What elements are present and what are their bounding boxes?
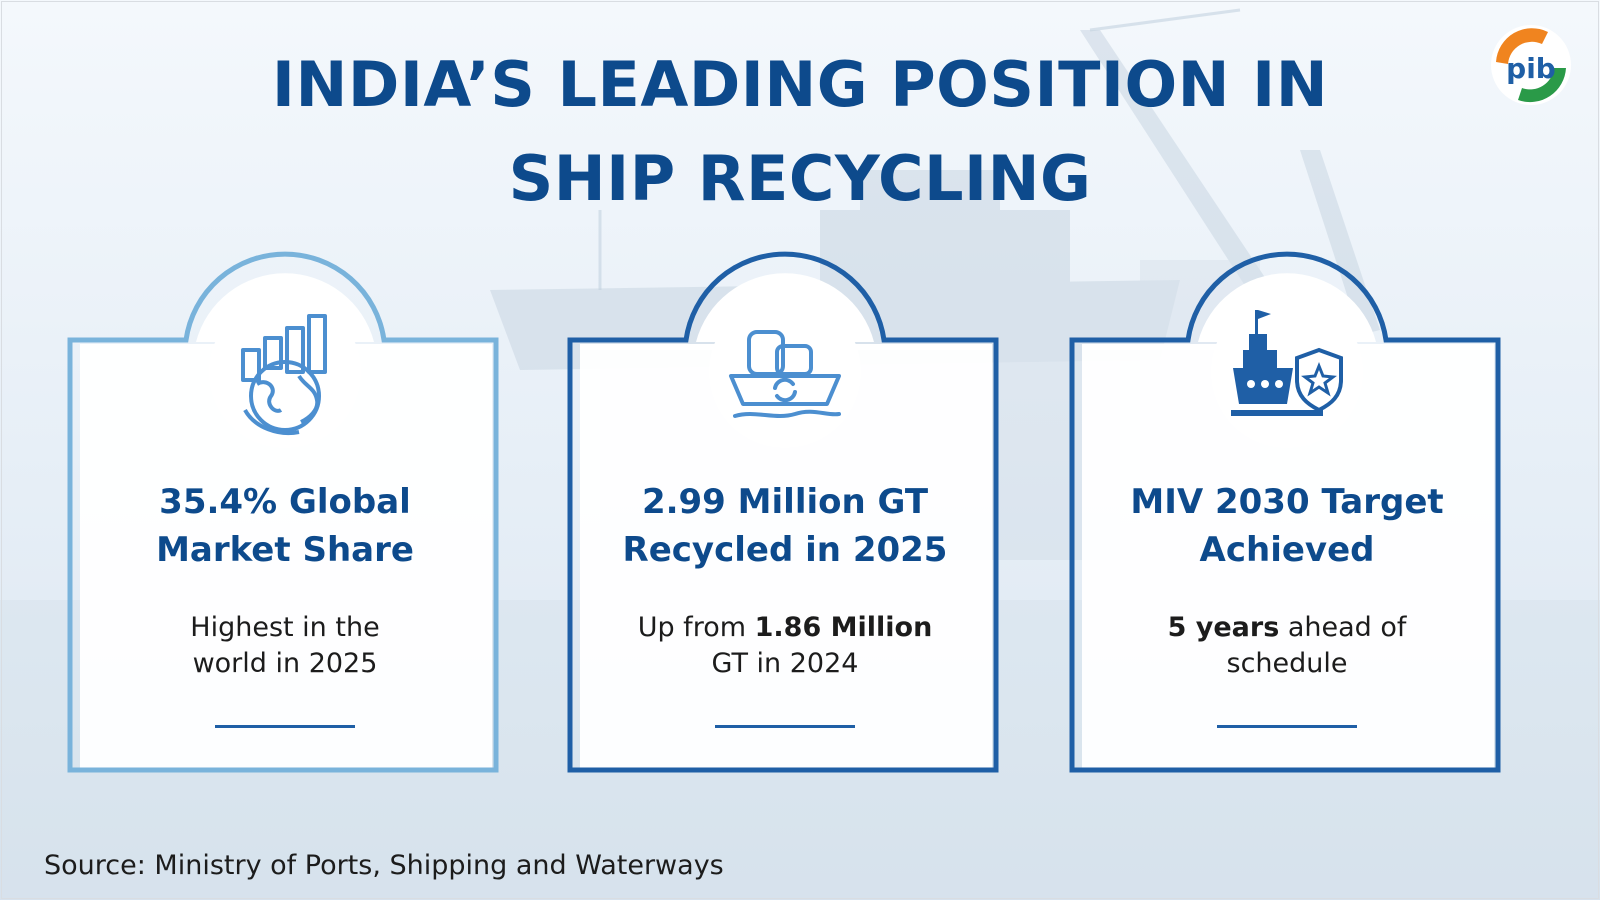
desc-text: ahead of: [1279, 612, 1407, 643]
card-divider: [715, 725, 855, 728]
ship-award-icon: [1211, 296, 1363, 448]
heading-line-1: MIV 2030 Target: [1130, 482, 1444, 522]
desc-highlight: 5 years: [1167, 612, 1280, 643]
page-title: INDIA’S LEADING POSITION IN SHIP RECYCLI…: [0, 38, 1600, 226]
desc-line-2: world in 2025: [192, 648, 378, 679]
heading-line-2: Market Share: [156, 530, 414, 570]
title-line-2: SHIP RECYCLING: [508, 142, 1092, 215]
stat-card-recycled-gt: 2.99 Million GT Recycled in 2025 Up from…: [566, 251, 1004, 790]
heading-line-2: Achieved: [1199, 530, 1375, 570]
card-heading: MIV 2030 Target Achieved: [1098, 478, 1476, 574]
source-note: Source: Ministry of Ports, Shipping and …: [44, 850, 724, 881]
desc-line-1: Up from 1.86 Million: [606, 610, 964, 646]
card-heading: 2.99 Million GT Recycled in 2025: [596, 478, 974, 574]
logo-text: pib: [1506, 52, 1556, 85]
pib-logo: pib: [1491, 25, 1571, 105]
card-frame: [67, 251, 499, 773]
card-description: Highest in the world in 2025: [106, 610, 464, 682]
heading-line-1: 2.99 Million GT: [641, 482, 929, 522]
card-divider: [1217, 725, 1357, 728]
desc-line-1: 5 years ahead of: [1108, 610, 1466, 646]
card-description: Up from 1.86 Million GT in 2024: [606, 610, 964, 682]
stat-card-market-share: 35.4% Global Market Share Highest in the…: [66, 251, 504, 790]
card-heading: 35.4% Global Market Share: [96, 478, 474, 574]
recycling-ship-icon: [709, 296, 861, 448]
stat-card-miv-target: MIV 2030 Target Achieved 5 years ahead o…: [1068, 251, 1506, 790]
desc-highlight: 1.86 Million: [754, 612, 933, 643]
globe-chart-icon: [209, 296, 361, 448]
desc-line-2: schedule: [1226, 648, 1348, 679]
heading-line-2: Recycled in 2025: [622, 530, 948, 570]
desc-text: Up from: [637, 612, 755, 643]
desc-line-1: Highest in the: [190, 612, 380, 643]
heading-line-1: 35.4% Global: [159, 482, 411, 522]
card-divider: [215, 725, 355, 728]
desc-line-2: GT in 2024: [711, 648, 859, 679]
title-line-1: INDIA’S LEADING POSITION IN: [271, 48, 1329, 121]
card-description: 5 years ahead of schedule: [1108, 610, 1466, 682]
